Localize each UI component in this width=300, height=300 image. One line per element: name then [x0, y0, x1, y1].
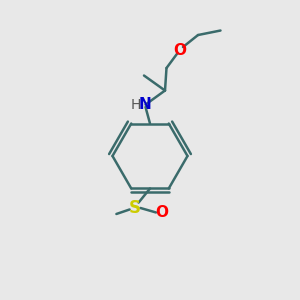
- Text: H: H: [131, 98, 141, 112]
- Text: S: S: [129, 199, 141, 217]
- Text: O: O: [155, 205, 169, 220]
- Text: N: N: [139, 97, 152, 112]
- Text: O: O: [173, 43, 187, 58]
